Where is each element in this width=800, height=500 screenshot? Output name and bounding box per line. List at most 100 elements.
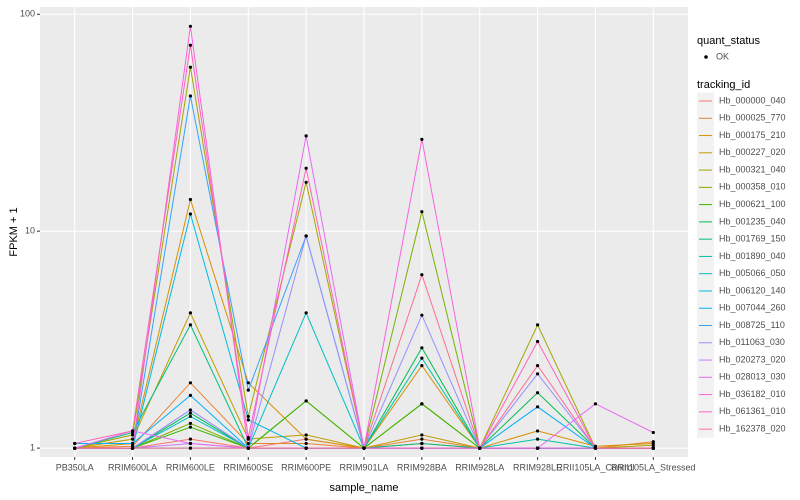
data-point — [188, 43, 193, 47]
data-point — [420, 313, 424, 317]
data-point — [246, 388, 250, 392]
x-tick-label: RRIM600PE — [281, 462, 331, 472]
data-point — [651, 430, 655, 435]
legend-label: Hb_001890_040 — [719, 251, 786, 261]
data-point — [593, 446, 598, 450]
data-point — [304, 441, 308, 446]
x-tick-label: PB350LA — [56, 462, 94, 472]
x-axis-title: sample_name — [329, 482, 398, 494]
data-point — [420, 356, 424, 360]
y-tick-label: 100 — [20, 9, 35, 19]
data-point — [420, 364, 424, 368]
legend-label: Hb_000227_020 — [719, 147, 786, 157]
data-point — [188, 197, 193, 202]
data-point — [188, 421, 193, 425]
data-point — [246, 414, 250, 419]
data-point — [535, 446, 540, 450]
x-tick-label: RRIM600SE — [223, 462, 273, 472]
legend-label: OK — [716, 51, 729, 61]
data-point — [246, 381, 250, 385]
data-point — [535, 437, 540, 441]
x-tick-label: RRIM928LE — [513, 462, 562, 472]
data-point — [420, 441, 424, 446]
data-point — [246, 435, 250, 440]
data-point — [420, 346, 424, 350]
legend-title: quant_status — [697, 35, 760, 47]
data-point — [535, 339, 540, 344]
y-axis-title: FPKM + 1 — [8, 207, 20, 256]
x-tick-label: RRIM901LA — [339, 462, 388, 472]
legend-label: Hb_008725_110 — [719, 320, 785, 330]
x-tick-label: RRIM928BA — [397, 462, 447, 472]
legend-key — [704, 55, 708, 59]
data-point — [188, 441, 193, 446]
data-point — [535, 391, 540, 395]
data-point — [304, 433, 308, 437]
legend-label: Hb_001235_040 — [719, 216, 786, 226]
data-point — [73, 441, 77, 446]
data-point — [130, 429, 135, 433]
data-point — [304, 166, 308, 170]
data-point — [188, 24, 193, 28]
data-point — [420, 446, 424, 450]
data-point — [188, 437, 193, 441]
data-point — [130, 446, 135, 450]
x-tick-label: RRIM600LA — [108, 462, 157, 472]
data-point — [188, 393, 193, 397]
data-point — [188, 381, 193, 385]
legend-label: Hb_005066_050 — [719, 268, 786, 278]
x-tick-label: RRII105LA_Control — [556, 462, 634, 472]
data-point — [420, 402, 424, 406]
data-point — [535, 372, 540, 376]
data-point — [478, 446, 482, 450]
data-point — [535, 429, 540, 433]
data-point — [73, 446, 77, 450]
data-point — [304, 399, 308, 403]
data-point — [651, 443, 655, 447]
data-point — [304, 134, 308, 138]
data-point — [535, 323, 540, 327]
data-point — [188, 65, 193, 69]
data-point — [188, 408, 193, 412]
legend-label: Hb_000175_210 — [719, 130, 786, 140]
data-point — [188, 411, 193, 415]
data-point — [188, 323, 193, 327]
data-point — [304, 446, 308, 450]
data-point — [246, 446, 250, 450]
data-point — [304, 234, 308, 238]
data-point — [130, 437, 135, 441]
legend-label: Hb_000358_010 — [719, 182, 786, 192]
legend-title: tracking_id — [697, 79, 750, 91]
legend-label: Hb_036182_010 — [719, 389, 786, 399]
data-point — [420, 137, 424, 141]
data-point — [246, 418, 250, 422]
data-point — [304, 311, 308, 315]
data-point — [535, 405, 540, 409]
data-point — [130, 433, 135, 437]
legend-label: Hb_000025_770 — [719, 113, 786, 123]
y-tick-label: 10 — [25, 226, 35, 236]
data-point — [362, 446, 366, 450]
data-point — [188, 212, 193, 216]
data-point — [188, 425, 193, 429]
legend-label: Hb_001769_150 — [719, 234, 786, 244]
data-point — [420, 433, 424, 437]
legend-label: Hb_000000_040 — [719, 95, 786, 105]
y-tick-label: 1 — [30, 442, 35, 452]
legend-label: Hb_020273_020 — [719, 354, 786, 364]
data-point — [651, 446, 655, 450]
x-tick-label: RRIM928LA — [455, 462, 504, 472]
x-tick-label: RRII105LA_Stressed — [611, 462, 696, 472]
data-point — [130, 441, 135, 446]
legend-label: Hb_000621_100 — [719, 199, 786, 209]
data-point — [188, 311, 193, 315]
data-point — [535, 364, 540, 368]
legend-label: Hb_011063_030 — [719, 337, 785, 347]
legend-label: Hb_061361_010 — [719, 406, 786, 416]
data-point — [593, 402, 598, 406]
data-point — [420, 210, 424, 214]
x-tick-label: RRIM600LE — [166, 462, 215, 472]
data-point — [188, 94, 193, 98]
legend-label: Hb_007044_260 — [719, 303, 786, 313]
